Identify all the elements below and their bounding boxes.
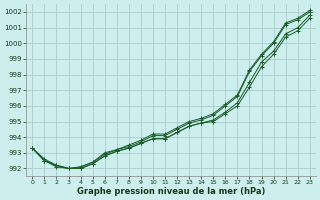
- X-axis label: Graphe pression niveau de la mer (hPa): Graphe pression niveau de la mer (hPa): [77, 187, 265, 196]
